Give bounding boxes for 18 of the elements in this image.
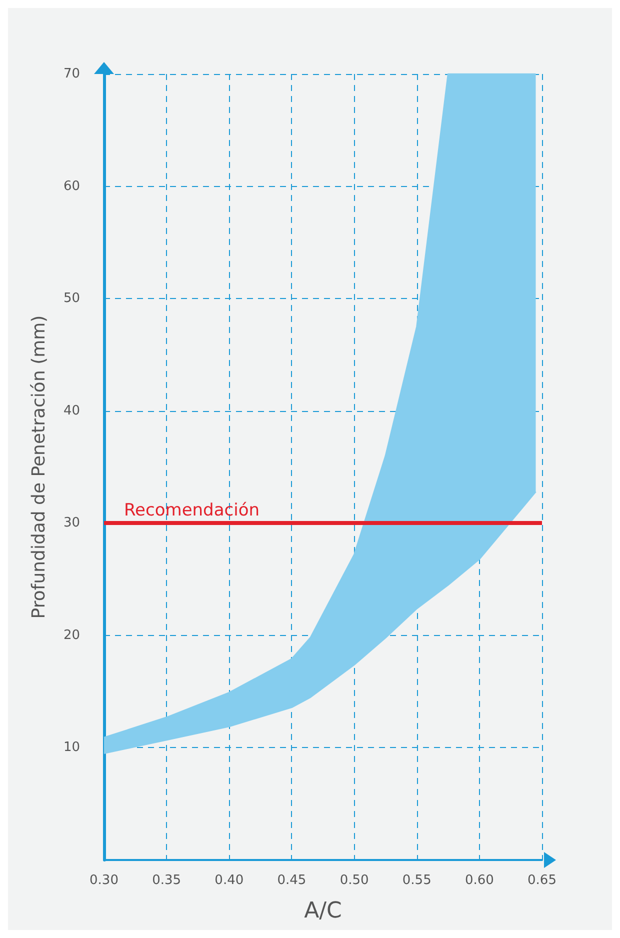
x-tick-label: 0.45 [277, 873, 306, 888]
y-tick-label: 70 [63, 66, 80, 82]
y-tick-label: 60 [63, 178, 80, 194]
x-axis-title: A/C [304, 898, 342, 924]
y-tick-label: 50 [63, 291, 80, 306]
x-tick-label: 0.55 [402, 873, 432, 888]
y-axis-title: Profundidad de Penetración (mm) [28, 315, 50, 619]
y-tick-label: 10 [63, 740, 80, 756]
x-tick-label: 0.50 [340, 873, 369, 888]
y-tick-label: 40 [63, 403, 80, 418]
x-tick-label: 0.30 [90, 873, 118, 888]
x-tick-label: 0.40 [214, 873, 244, 888]
x-tick-label: 0.35 [152, 873, 182, 888]
y-tick-label: 20 [63, 628, 80, 643]
x-tick-label: 0.60 [464, 873, 494, 888]
ref-line-label: Recomendación [124, 500, 260, 521]
x-tick-label: 0.65 [528, 873, 556, 888]
y-tick-label: 30 [63, 516, 80, 531]
